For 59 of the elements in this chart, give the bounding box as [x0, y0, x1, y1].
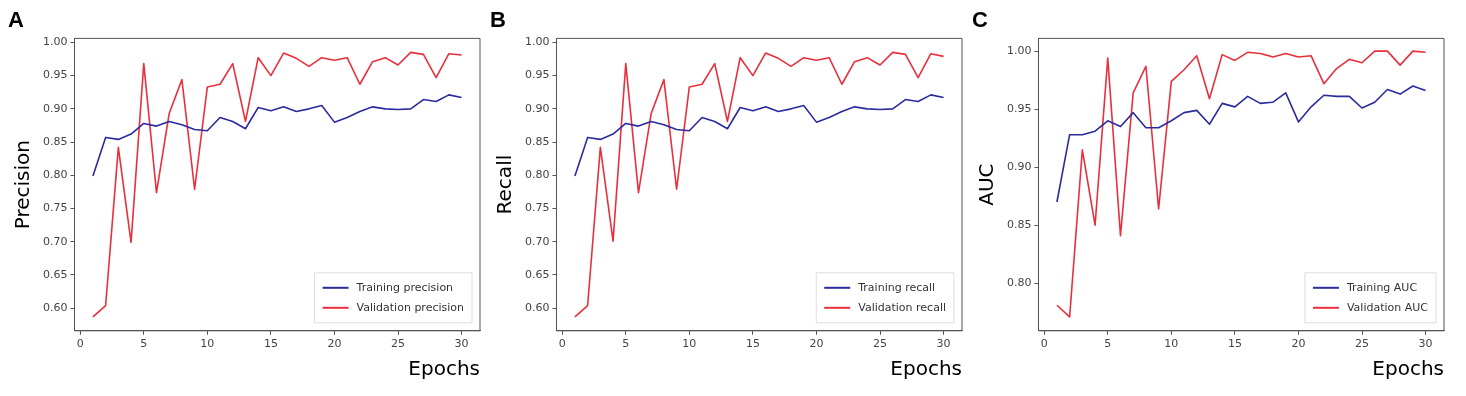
y-axis-title: AUC	[974, 163, 999, 206]
legend-label: Training recall	[857, 280, 936, 294]
legend-label: Validation precision	[356, 300, 465, 314]
y-tick-label: 0.85	[524, 134, 550, 148]
y-tick-label: 0.75	[524, 201, 550, 215]
y-tick-label: 0.80	[1006, 276, 1032, 290]
x-tick-label: 5	[140, 337, 148, 351]
x-tick-label: 5	[1104, 337, 1112, 351]
y-tick-label: 0.95	[524, 68, 550, 82]
x-axis-title: Epochs	[408, 356, 480, 381]
x-tick-label: 25	[391, 337, 406, 351]
chart-title: B	[490, 7, 506, 33]
y-tick-label: 0.65	[524, 267, 550, 281]
legend-label: Validation AUC	[1346, 300, 1429, 314]
y-tick-label: 0.85	[42, 134, 68, 148]
legend-label: Validation recall	[858, 300, 946, 314]
x-axis-title: Epochs	[890, 356, 962, 381]
y-axis-title: Recall	[492, 154, 517, 215]
y-tick-label: 0.85	[1006, 218, 1032, 232]
chart-title: A	[8, 7, 24, 33]
y-tick-label: 0.90	[524, 101, 550, 115]
legend-label: Training AUC	[1345, 280, 1418, 294]
x-tick-label: 30	[454, 337, 469, 351]
y-tick-label: 0.70	[524, 234, 550, 248]
x-tick-label: 25	[873, 337, 888, 351]
legend-label: Training precision	[355, 280, 454, 294]
y-tick-label: 1.00	[42, 35, 68, 49]
y-tick-label: 0.90	[1006, 160, 1032, 174]
y-tick-label: 0.95	[42, 68, 68, 82]
x-tick-label: 0	[76, 337, 84, 351]
y-axis-title: Precision	[10, 139, 35, 230]
y-tick-label: 0.90	[42, 101, 68, 115]
y-tick-label: 0.60	[42, 301, 68, 315]
x-tick-label: 20	[809, 337, 824, 351]
y-tick-label: 0.60	[524, 301, 550, 315]
x-tick-label: 30	[1418, 337, 1433, 351]
x-tick-label: 15	[745, 337, 760, 351]
y-tick-label: 1.00	[524, 35, 550, 49]
x-tick-label: 15	[1227, 337, 1242, 351]
x-tick-label: 0	[1040, 337, 1048, 351]
x-tick-label: 20	[327, 337, 342, 351]
x-tick-label: 5	[622, 337, 630, 351]
x-tick-label: 20	[1291, 337, 1306, 351]
x-tick-label: 10	[200, 337, 215, 351]
x-tick-label: 10	[682, 337, 697, 351]
x-axis-title: Epochs	[1372, 356, 1444, 381]
y-tick-label: 1.00	[1006, 44, 1032, 58]
y-tick-label: 0.65	[42, 267, 68, 281]
y-tick-label: 0.80	[42, 168, 68, 182]
x-tick-label: 0	[558, 337, 566, 351]
x-tick-label: 15	[263, 337, 278, 351]
y-tick-label: 0.95	[1006, 102, 1032, 116]
y-tick-label: 0.75	[42, 201, 68, 215]
chart-title: C	[972, 7, 988, 33]
y-tick-label: 0.70	[42, 234, 68, 248]
x-tick-label: 25	[1355, 337, 1370, 351]
x-tick-label: 10	[1164, 337, 1179, 351]
x-tick-label: 30	[936, 337, 951, 351]
y-tick-label: 0.80	[524, 168, 550, 182]
